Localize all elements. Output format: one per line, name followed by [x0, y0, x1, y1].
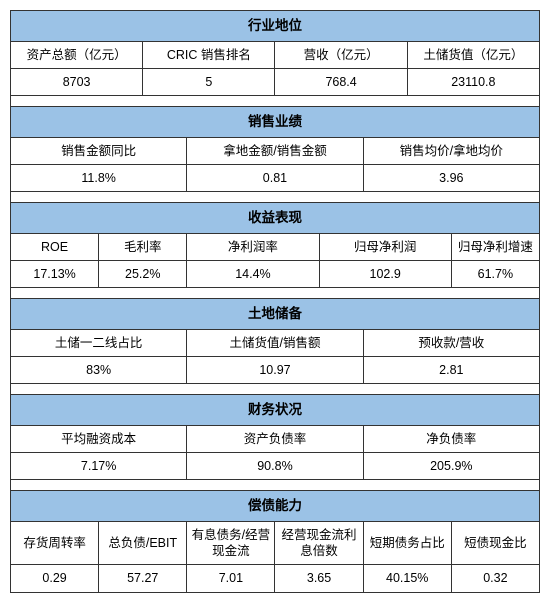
metric-value: 7.17%	[11, 452, 187, 479]
metric-value: 0.29	[11, 565, 99, 592]
section-header-finance: 财务状况	[11, 395, 540, 426]
section-header-returns: 收益表现	[11, 203, 540, 234]
metric-value: 768.4	[275, 68, 407, 95]
metric-label: 归母净利润	[319, 233, 451, 260]
metric-value: 8703	[11, 68, 143, 95]
metric-value: 83%	[11, 356, 187, 383]
metric-value: 14.4%	[187, 260, 319, 287]
metric-value: 5	[143, 68, 275, 95]
section-header-landbank: 土地储备	[11, 299, 540, 330]
section-gap	[11, 288, 540, 299]
metric-label: 净利润率	[187, 233, 319, 260]
metric-value: 57.27	[99, 565, 187, 592]
metric-value: 102.9	[319, 260, 451, 287]
report-table-container: 行业地位 资产总额（亿元） CRIC 销售排名 营收（亿元） 土储货值（亿元） …	[10, 10, 540, 593]
metric-label: 土储一二线占比	[11, 329, 187, 356]
metric-value: 40.15%	[363, 565, 451, 592]
metric-label: 销售均价/拿地均价	[363, 137, 539, 164]
metric-label: 资产负债率	[187, 425, 363, 452]
metric-label: 平均融资成本	[11, 425, 187, 452]
metric-value: 25.2%	[99, 260, 187, 287]
metric-value: 10.97	[187, 356, 363, 383]
metric-label: 存货周转率	[11, 521, 99, 565]
metric-value: 17.13%	[11, 260, 99, 287]
metric-label: 营收（亿元）	[275, 41, 407, 68]
section-header-solvency: 偿债能力	[11, 491, 540, 522]
section-gap	[11, 192, 540, 203]
metric-value: 3.96	[363, 164, 539, 191]
metric-label: ROE	[11, 233, 99, 260]
metric-value: 61.7%	[451, 260, 539, 287]
metric-value: 3.65	[275, 565, 363, 592]
metric-label: 预收款/营收	[363, 329, 539, 356]
metric-label: 拿地金额/销售金额	[187, 137, 363, 164]
metric-label: 资产总额（亿元）	[11, 41, 143, 68]
section-gap	[11, 480, 540, 491]
metric-value: 23110.8	[407, 68, 539, 95]
metric-label: 土储货值/销售额	[187, 329, 363, 356]
metric-label: 总负债/EBIT	[99, 521, 187, 565]
section-gap	[11, 96, 540, 107]
metric-value: 11.8%	[11, 164, 187, 191]
report-table: 行业地位 资产总额（亿元） CRIC 销售排名 营收（亿元） 土储货值（亿元） …	[10, 10, 540, 593]
metric-label: 土储货值（亿元）	[407, 41, 539, 68]
metric-label: CRIC 销售排名	[143, 41, 275, 68]
section-header-industry: 行业地位	[11, 11, 540, 42]
metric-label: 短期债务占比	[363, 521, 451, 565]
metric-value: 90.8%	[187, 452, 363, 479]
metric-value: 0.81	[187, 164, 363, 191]
metric-value: 205.9%	[363, 452, 539, 479]
metric-value: 0.32	[451, 565, 539, 592]
metric-label: 有息债务/经营现金流	[187, 521, 275, 565]
metric-label: 毛利率	[99, 233, 187, 260]
metric-value: 2.81	[363, 356, 539, 383]
metric-label: 归母净利增速	[451, 233, 539, 260]
section-header-sales: 销售业绩	[11, 107, 540, 138]
section-gap	[11, 384, 540, 395]
metric-label: 销售金额同比	[11, 137, 187, 164]
metric-label: 净负债率	[363, 425, 539, 452]
metric-label: 经营现金流利息倍数	[275, 521, 363, 565]
metric-label: 短债现金比	[451, 521, 539, 565]
metric-value: 7.01	[187, 565, 275, 592]
